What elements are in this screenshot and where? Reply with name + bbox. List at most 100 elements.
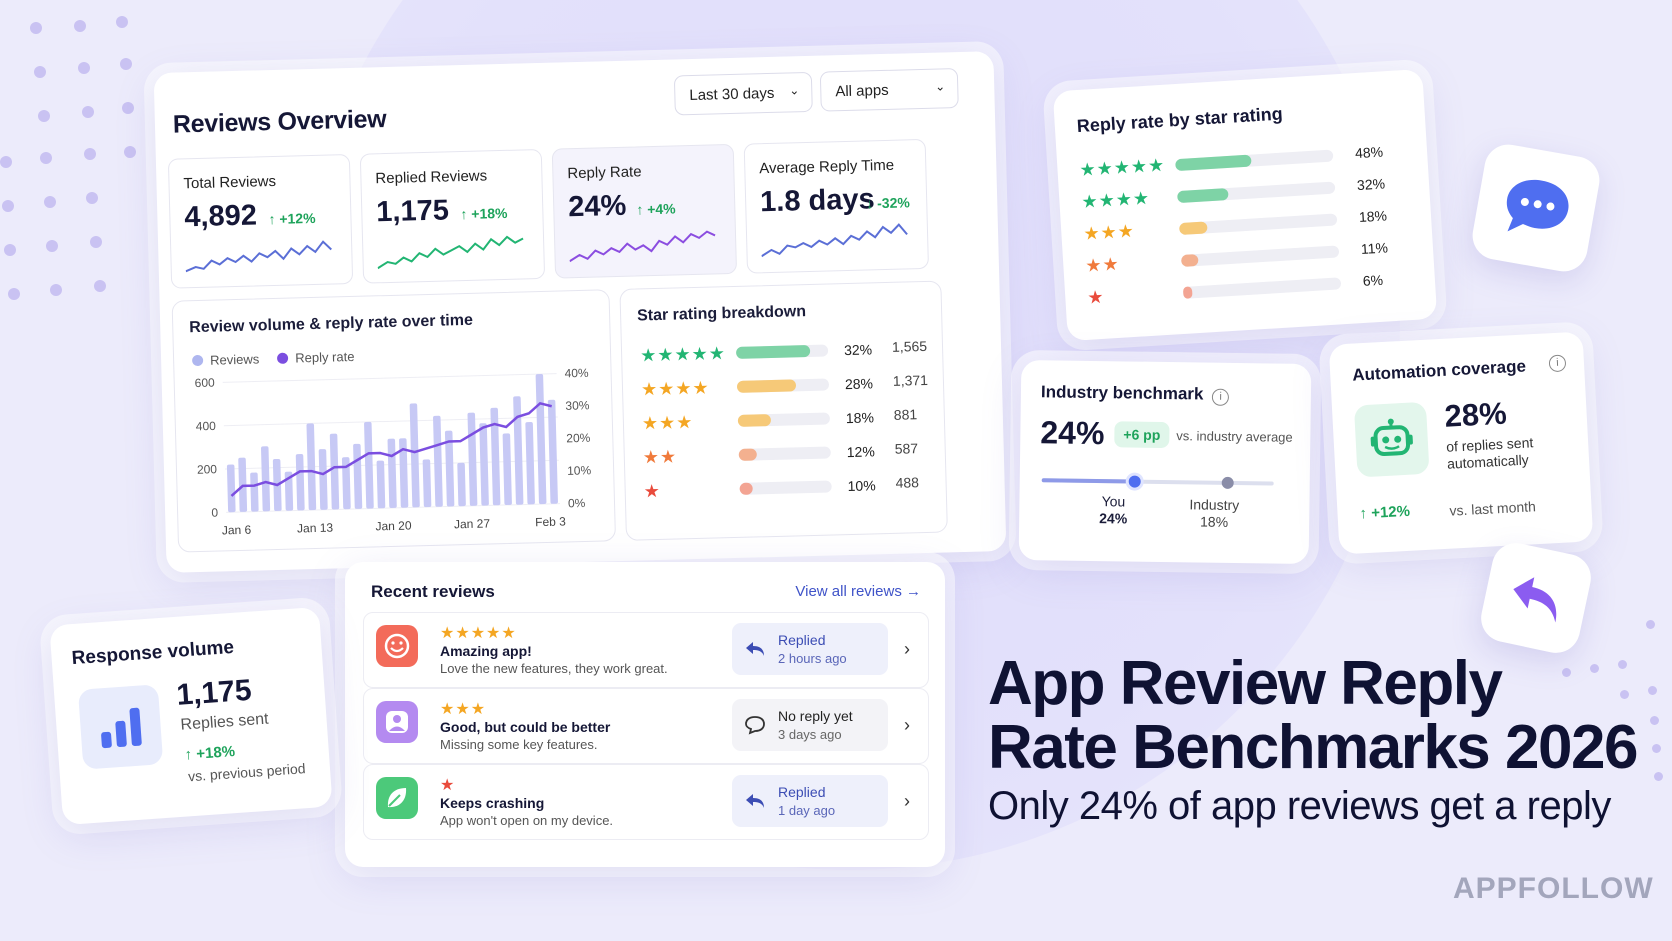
status-time: 2 hours ago (778, 651, 847, 666)
x-tick-label: Feb 3 (535, 514, 566, 529)
breakdown-pct: 28% (844, 375, 874, 393)
x-tick-label: Jan 20 (375, 518, 412, 533)
x-tick-label: Jan 6 (222, 523, 252, 538)
breakdown-row: ★★★★ 28% 1,371 (641, 372, 941, 400)
breakdown-bar (739, 480, 832, 495)
reply-rate-row: ★★★★★ 48% (1078, 142, 1384, 181)
reply-rate-pct: 18% (1358, 207, 1388, 226)
star-icons: ★★★ (641, 412, 694, 434)
reviews-bar (399, 438, 409, 508)
review-stars: ★★★ (440, 701, 487, 718)
kpi-value: 24% (567, 189, 627, 224)
chevron-right-icon[interactable]: › (904, 639, 910, 659)
reviews-bar (318, 449, 328, 510)
benchmark-compare: vs. industry average (1176, 428, 1293, 445)
breakdown-bar-fill (739, 482, 753, 495)
industry-value: 18% (1199, 513, 1229, 530)
kpi-total-reviews[interactable]: Total Reviews 4,892 ↑ +12% (167, 153, 354, 289)
status-label: Replied (778, 784, 826, 800)
apps-dropdown-value: All apps (835, 81, 889, 101)
reply-rate-bar-fill (1178, 221, 1209, 236)
overview-title: Reviews Overview (172, 105, 387, 139)
review-desc: Missing some key features. (440, 737, 598, 752)
kpi-label: Average Reply Time (759, 156, 895, 178)
star-icons: ★ (643, 480, 662, 502)
automation-value: 28% (1443, 395, 1508, 434)
you-label: You (1101, 493, 1126, 510)
response-label: Replies sent (180, 710, 270, 734)
breakdown-count: 1,371 (892, 371, 929, 389)
legend-reviews: Reviews (191, 351, 259, 368)
reply-rate-row: ★★★★ 32% (1081, 174, 1386, 212)
breakdown-pct: 32% (843, 341, 873, 359)
kpi-replied-reviews[interactable]: Replied Reviews 1,175 ↑ +18% (359, 148, 546, 284)
reviews-bar (444, 430, 455, 507)
automation-coverage-panel: Automation coverage i 28% of replies sen… (1328, 331, 1594, 555)
response-value: 1,175 (175, 673, 253, 712)
kpi-change: ↓ -32% (866, 194, 911, 212)
response-compare: vs. previous period (187, 760, 306, 785)
star-icons: ★★★★★ (639, 343, 727, 366)
breakdown-bar (738, 446, 831, 461)
apps-dropdown[interactable]: All apps ⌄ (819, 68, 959, 112)
kpi-reply-rate[interactable]: Reply Rate 24% ↑ +4% (551, 143, 738, 279)
review-stars: ★ (440, 777, 456, 794)
reviews-bar (409, 403, 420, 508)
sparkline (377, 235, 524, 270)
y-tick-label: 600 (195, 376, 216, 391)
breakdown-row: ★★★ 18% 881 (641, 406, 942, 434)
star-icons: ★★★★★ (1078, 154, 1166, 181)
decorative-dots-left (0, 0, 140, 320)
y-right-tick-label: 10% (567, 463, 592, 478)
y-tick-label: 0 (211, 506, 218, 520)
view-all-reviews-link[interactable]: View all reviews → (795, 583, 921, 600)
y-right-tick-label: 20% (566, 431, 591, 446)
review-row[interactable]: ★★★★★ Amazing app! Love the new features… (363, 612, 929, 688)
reply-rate-bar (1180, 245, 1340, 267)
chevron-right-icon[interactable]: › (904, 791, 910, 811)
reviews-bar (502, 433, 512, 505)
recent-reviews-title: Recent reviews (371, 582, 495, 601)
reply-tile (1476, 538, 1596, 658)
reviews-bar (306, 423, 317, 511)
breakdown-row: ★★ 12% 587 (643, 440, 943, 467)
kpi-change: ↑ +4% (636, 200, 676, 218)
breakdown-pct: 18% (845, 409, 875, 427)
automation-change: ↑ +12% (1359, 502, 1411, 523)
reply-rate-bar (1178, 213, 1338, 236)
review-status: Replied 2 hours ago (732, 623, 888, 675)
status-label: Replied (778, 632, 826, 648)
reviews-bar (490, 407, 501, 506)
kpi-label: Total Reviews (183, 172, 277, 193)
brand-logo: APPFOLLOW (1453, 872, 1654, 905)
breakdown-row: ★★★★★ 32% 1,565 (640, 338, 940, 366)
reviews-bar (364, 421, 374, 509)
reviews-bar (353, 443, 363, 509)
reviews-bar (295, 454, 305, 511)
info-icon[interactable]: i (1548, 354, 1567, 373)
review-row[interactable]: ★★★ Good, but could be better Missing so… (363, 688, 929, 764)
leaf-icon (376, 777, 418, 819)
reviews-bar (513, 396, 524, 505)
kpi-label: Replied Reviews (375, 167, 488, 188)
reviews-bar (376, 460, 386, 509)
reviews-bar (525, 421, 535, 505)
reviews-bar (341, 457, 351, 510)
kpi-label: Reply Rate (567, 163, 642, 183)
reply-rate-pct: 48% (1354, 143, 1384, 162)
breakdown-bar (736, 378, 830, 393)
decorative-dots-right (1560, 620, 1670, 840)
chevron-right-icon[interactable]: › (904, 715, 910, 735)
industry-benchmark-panel: Industry benchmark i 24% +6 pp vs. indus… (1018, 359, 1312, 565)
you-label-group: You 24% (1099, 493, 1128, 527)
y-tick-label: 200 (197, 462, 218, 477)
kpi-average-reply-time[interactable]: Average Reply Time 1.8 days ↓ -32% (743, 138, 929, 274)
gridline (223, 416, 558, 427)
info-icon[interactable]: i (1212, 388, 1230, 406)
review-row[interactable]: ★ Keeps crashing App won't open on my de… (363, 764, 929, 840)
reviews-bar (479, 423, 489, 506)
hero-title: App Review Reply Rate Benchmarks 2026 (988, 649, 1638, 782)
review-status: No reply yet 3 days ago (732, 699, 888, 751)
status-time: 3 days ago (778, 727, 842, 742)
period-dropdown[interactable]: Last 30 days ⌄ (673, 71, 813, 116)
